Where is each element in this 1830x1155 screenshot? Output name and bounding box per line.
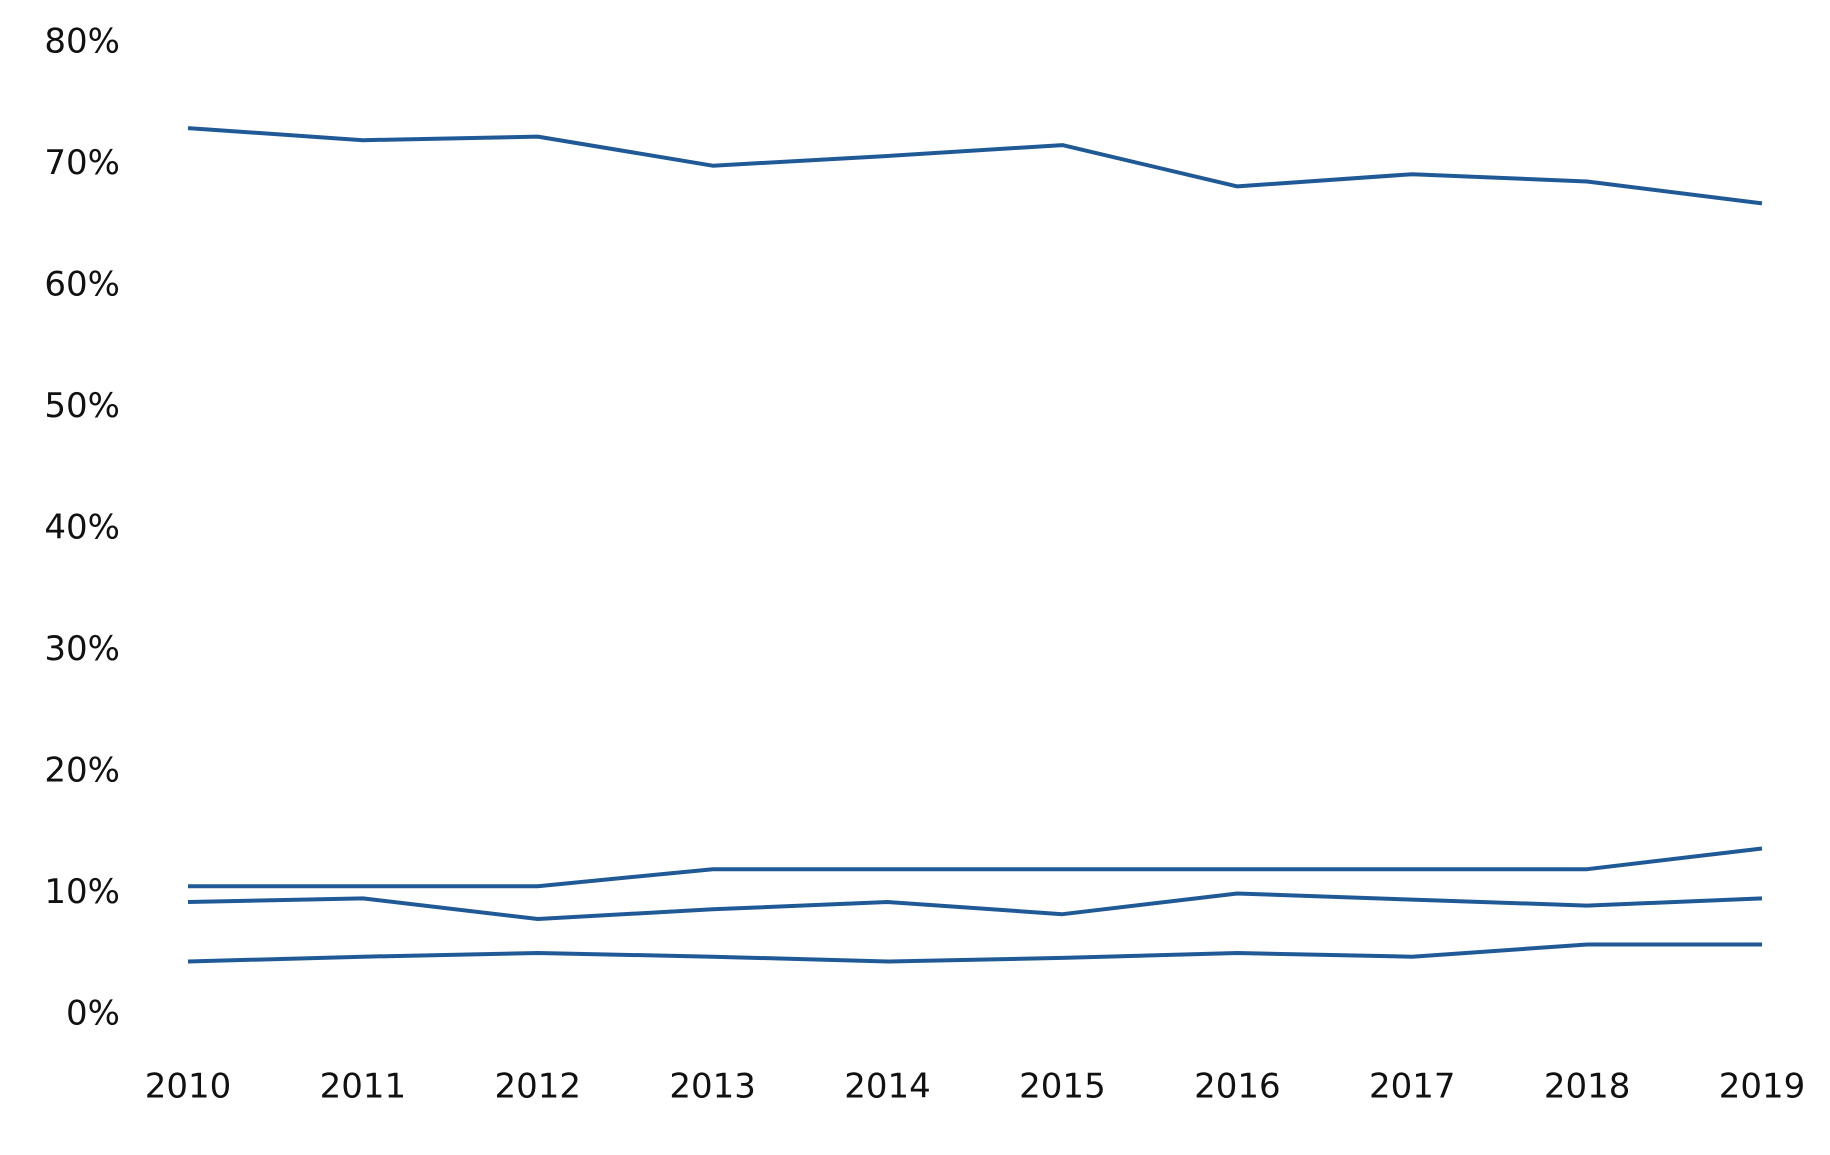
series-line-1 (187, 126, 1763, 206)
y-tick-label: 0% (66, 994, 120, 1034)
y-tick-label: 40% (44, 508, 120, 548)
y-tick-label: 20% (44, 751, 120, 791)
y-tick-label: 80% (44, 22, 120, 62)
y-tick-label: 70% (44, 143, 120, 183)
series-line-2 (188, 846, 1763, 889)
x-tick-label: 2016 (1194, 1067, 1281, 1107)
x-tick-label: 2011 (320, 1067, 407, 1107)
x-tick-label: 2010 (145, 1067, 232, 1107)
x-tick-label: 2017 (1369, 1067, 1456, 1107)
x-tick-label: 2019 (1719, 1067, 1806, 1107)
series-line-4 (187, 942, 1762, 964)
plot-area (187, 126, 1763, 964)
x-tick-label: 2014 (844, 1067, 931, 1107)
x-axis: 2010 2011 2012 2013 2014 2015 2016 2017 2018 2019 (145, 1067, 1806, 1107)
x-tick-label: 2012 (495, 1067, 582, 1107)
y-tick-label: 60% (44, 265, 120, 305)
x-tick-label: 2018 (1544, 1067, 1631, 1107)
y-tick-label: 50% (44, 386, 120, 426)
y-axis: 0% 10% 20% 30% 40% 50% 60% 70% 80% (44, 22, 120, 1034)
x-tick-label: 2015 (1019, 1067, 1106, 1107)
x-tick-label: 2013 (669, 1067, 756, 1107)
y-tick-label: 10% (44, 872, 120, 912)
y-tick-label: 30% (44, 629, 120, 669)
series-line-3 (187, 891, 1763, 921)
